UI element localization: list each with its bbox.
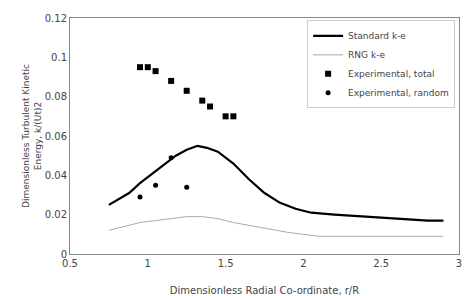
svg-text:0.12: 0.12 (45, 13, 67, 24)
svg-text:RNG k-e: RNG k-e (348, 50, 385, 60)
svg-text:0: 0 (61, 249, 67, 260)
svg-text:0.06: 0.06 (45, 131, 67, 142)
svg-text:Experimental, random: Experimental, random (348, 88, 449, 98)
svg-text:0.02: 0.02 (45, 209, 67, 220)
svg-text:0.04: 0.04 (45, 170, 67, 181)
svg-text:2.5: 2.5 (373, 258, 389, 269)
svg-text:0.1: 0.1 (51, 52, 67, 63)
svg-text:3: 3 (456, 258, 462, 269)
svg-text:Standard k-e: Standard k-e (348, 31, 406, 41)
svg-text:1: 1 (145, 258, 151, 269)
svg-text:0.5: 0.5 (62, 258, 78, 269)
svg-text:Dimensionless Turbulent Kineti: Dimensionless Turbulent KineticEnergy, k… (21, 64, 43, 208)
svg-text:1.5: 1.5 (218, 258, 234, 269)
svg-text:0.08: 0.08 (45, 91, 67, 102)
svg-text:2: 2 (300, 258, 306, 269)
svg-text:Experimental, total: Experimental, total (348, 69, 434, 79)
svg-text:Dimensionless Radial Co-ordina: Dimensionless Radial Co-ordinate, r/R (170, 285, 359, 296)
